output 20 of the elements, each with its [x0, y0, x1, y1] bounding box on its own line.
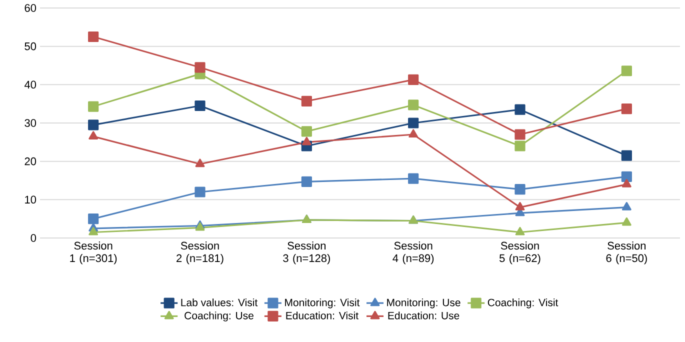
y-tick-label: 30	[24, 119, 36, 127]
x-tick-label: Session 5 (n=62)	[500, 242, 540, 264]
legend-label: Education: Visit	[286, 312, 358, 320]
y-tick-label: 10	[25, 196, 36, 204]
y-tick-label: 20	[24, 157, 36, 166]
x-tick-label: Session 4 (n=89)	[392, 242, 434, 264]
legend-label: Lab values: Visit	[181, 298, 258, 306]
x-tick-label: Session 6 (n=50)	[606, 242, 647, 264]
legend-label: Coaching: Visit	[488, 298, 558, 308]
y-tick-label: 0	[30, 234, 36, 242]
y-tick-label: 50	[24, 42, 36, 50]
legend-label: Monitoring: Use	[387, 298, 460, 308]
x-tick-label: Session 2 (n=181)	[176, 242, 224, 264]
y-tick-label: 40	[24, 80, 36, 89]
x-tick-label: Session 1 (n=301)	[70, 242, 117, 264]
y-tick-label: 60	[24, 4, 36, 12]
legend-label: Education: Use	[388, 312, 460, 320]
legend-label: Coaching: Use	[184, 312, 254, 322]
x-tick-label: Session 3 (n=128)	[283, 242, 330, 264]
legend-label: Monitoring: Visit	[285, 298, 360, 308]
